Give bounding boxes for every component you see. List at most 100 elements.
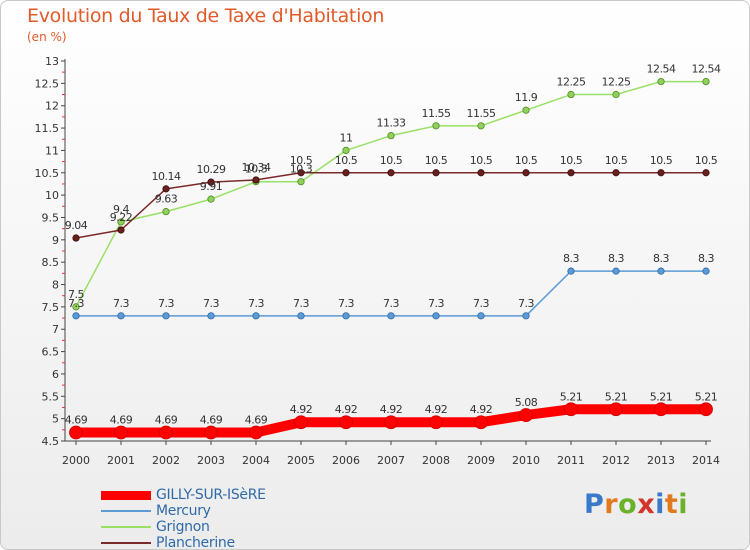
data-point: [204, 425, 218, 440]
data-point: [609, 402, 623, 417]
legend-item: GILLY-SUR-ISèRE: [101, 487, 266, 503]
data-point: [342, 312, 350, 320]
data-label: 4.69: [245, 414, 268, 427]
x-tick-label: 2002: [152, 454, 180, 467]
data-label: 4.92: [470, 403, 493, 416]
data-label: 10.3: [290, 163, 313, 176]
y-tick-label: 8: [52, 279, 59, 292]
data-point: [114, 425, 128, 440]
data-point: [432, 169, 440, 177]
data-label: 10.5: [605, 154, 628, 167]
x-tick-label: 2007: [377, 454, 405, 467]
data-label: 11.55: [467, 107, 496, 120]
data-point: [69, 425, 83, 440]
data-label: 10.5: [470, 154, 493, 167]
data-label: 9.4: [113, 203, 129, 216]
data-point: [117, 218, 125, 226]
data-point: [612, 90, 620, 99]
data-label: 4.92: [380, 403, 403, 416]
y-tick-label: 5.5: [42, 390, 60, 403]
data-point: [612, 169, 620, 177]
chart-unit: (en %): [27, 30, 67, 44]
data-label: 10.5: [380, 154, 403, 167]
data-point: [387, 169, 395, 177]
x-tick-label: 2004: [242, 454, 270, 467]
y-tick-label: 12.5: [35, 77, 60, 90]
y-tick-label: 12: [45, 100, 59, 113]
data-point: [657, 77, 665, 86]
data-label: 5.21: [560, 390, 583, 403]
data-label: 8.3: [653, 252, 669, 265]
data-label: 11.33: [377, 117, 406, 130]
data-label: 10.34: [242, 161, 271, 174]
data-point: [429, 415, 443, 430]
data-label: 7.3: [248, 297, 264, 310]
y-tick-label: 11.5: [35, 122, 60, 135]
data-label: 7.3: [113, 297, 129, 310]
logo-letter: i: [655, 489, 665, 520]
data-label: 7.5: [68, 288, 84, 301]
data-label: 9.04: [65, 219, 88, 232]
data-point: [72, 312, 80, 320]
data-label: 7.3: [518, 297, 534, 310]
logo-letter: r: [604, 489, 619, 520]
data-point: [387, 132, 395, 140]
data-point: [477, 122, 485, 130]
data-label: 4.69: [65, 414, 88, 427]
x-tick-label: 2009: [467, 454, 495, 467]
x-tick-label: 2013: [647, 454, 675, 467]
data-point: [657, 169, 665, 177]
data-label: 8.3: [563, 252, 579, 265]
data-label: 12.54: [692, 63, 721, 76]
data-label: 12.54: [647, 63, 676, 76]
data-point: [297, 169, 305, 177]
data-point: [474, 415, 488, 430]
data-label: 8.3: [698, 252, 714, 265]
data-point: [249, 425, 263, 440]
legend-label: GILLY-SUR-ISèRE: [156, 487, 266, 503]
data-point: [207, 195, 215, 203]
data-point: [162, 208, 170, 216]
data-label: 9.63: [155, 193, 178, 206]
data-label: 10.5: [290, 154, 313, 167]
legend-label: Grignon: [156, 519, 210, 535]
logo-letter: o: [618, 489, 638, 520]
data-point: [702, 169, 710, 177]
logo-letter: x: [637, 489, 656, 520]
data-label: 11.55: [422, 107, 451, 120]
x-tick-label: 2008: [422, 454, 450, 467]
data-point: [294, 415, 308, 430]
y-tick-label: 10.5: [35, 167, 60, 180]
legend-item: Plancherine: [101, 535, 266, 549]
proxiti-logo: Proxiti: [584, 489, 688, 520]
data-point: [522, 106, 530, 114]
data-label: 7.3: [203, 297, 219, 310]
data-label: 9.22: [110, 211, 133, 224]
data-label: 11.9: [515, 91, 538, 104]
data-point: [342, 169, 350, 177]
data-point: [567, 90, 575, 99]
data-label: 4.69: [110, 414, 133, 427]
y-tick-label: 9.5: [42, 211, 60, 224]
data-label: 10.14: [152, 170, 181, 183]
data-point: [564, 402, 578, 417]
data-point: [699, 402, 713, 417]
data-label: 4.92: [290, 403, 313, 416]
data-point: [207, 178, 215, 186]
data-point: [117, 226, 125, 234]
x-tick-label: 2003: [197, 454, 225, 467]
data-label: 10.3: [245, 163, 268, 176]
legend: GILLY-SUR-ISèRE Mercury Grignon Plancherine: [101, 487, 266, 549]
data-point: [207, 312, 215, 320]
data-point: [252, 176, 260, 184]
x-tick-label: 2012: [602, 454, 630, 467]
legend-label: Mercury: [156, 503, 211, 519]
legend-swatch: [101, 526, 151, 528]
data-point: [654, 402, 668, 417]
data-label: 7.3: [293, 297, 309, 310]
data-label: 10.5: [515, 154, 538, 167]
data-point: [162, 185, 170, 193]
data-point: [432, 312, 440, 320]
data-label: 11: [340, 131, 353, 144]
y-tick-label: 10: [45, 189, 59, 202]
